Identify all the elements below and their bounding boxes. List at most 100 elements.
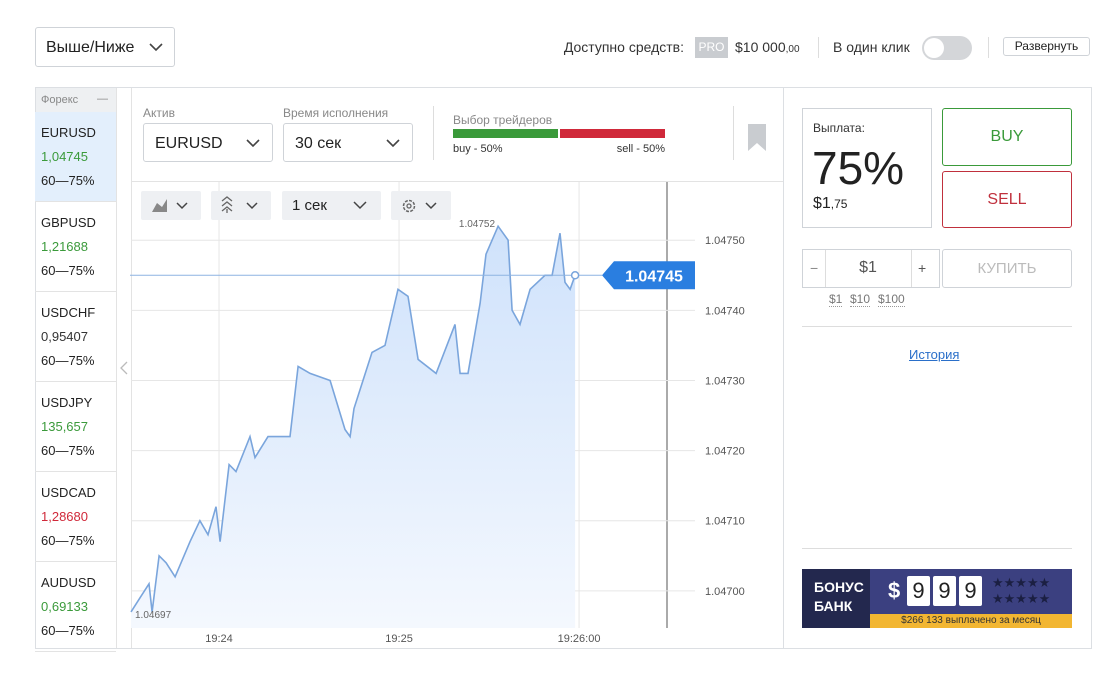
current-point	[570, 271, 580, 280]
asset-label: Актив	[143, 106, 175, 120]
buy-share-bar	[453, 129, 558, 138]
chevron	[386, 139, 400, 148]
divider	[911, 250, 912, 287]
asset-payout: 60—75%	[41, 533, 95, 548]
asset-item[interactable]: USDCHF 0,95407 60—75%	[35, 292, 116, 382]
asset-symbol: USDCAD	[41, 485, 96, 500]
banner-line2: БАНК	[814, 598, 853, 614]
chevron	[149, 43, 163, 52]
indicators-button[interactable]	[211, 191, 271, 220]
buy-button[interactable]: BUY	[942, 108, 1072, 166]
asset-symbol: USDJPY	[41, 395, 93, 410]
y-tick-label: 1.04730	[705, 375, 745, 387]
asset-price: 1,04745	[41, 149, 88, 164]
sell-button[interactable]: SELL	[942, 171, 1072, 228]
current-price-badge	[602, 261, 695, 290]
amount-input[interactable]: − $1 +	[802, 249, 940, 288]
y-tick-label: 1.04710	[705, 516, 745, 528]
asset-symbol: GBPUSD	[41, 215, 96, 230]
chevron	[353, 201, 367, 210]
asset-price: 1,28680	[41, 509, 88, 524]
x-tick-label: 19:24	[205, 633, 233, 645]
divider	[818, 37, 819, 58]
quick-amount[interactable]: $100	[878, 292, 905, 307]
icon	[152, 199, 188, 212]
banner-line1: БОНУС	[814, 579, 864, 595]
icon	[221, 196, 258, 213]
y-tick-label: 1.04700	[705, 586, 745, 598]
sidebar-header	[36, 88, 116, 112]
asset-item[interactable]: USDCAD 1,28680 60—75%	[35, 472, 116, 562]
asset-item[interactable]: USDJPY 135,657 60—75%	[35, 382, 116, 472]
chart-type-button[interactable]	[141, 191, 201, 220]
divider	[802, 326, 1072, 327]
divider	[825, 250, 826, 287]
banner-stars: ★★★★★★★★★★	[992, 576, 1050, 606]
traders-label: Выбор трейдеров	[453, 113, 553, 127]
asset-price: 1,21688	[41, 239, 88, 254]
banner-digit: 9	[959, 576, 982, 606]
profit: $1,75	[813, 195, 847, 213]
banner-digit: 9	[933, 576, 956, 606]
y-tick-label: 1.04740	[705, 305, 745, 317]
history-link[interactable]: История	[909, 347, 960, 362]
interval-value: 1 сек	[292, 197, 327, 214]
payout-value: 75%	[812, 142, 905, 194]
banner-caption: $266 133 выплачено за месяц	[870, 614, 1072, 628]
asset-symbol: USDCHF	[41, 305, 96, 320]
bookmark-icon[interactable]	[748, 124, 766, 151]
divider	[988, 37, 989, 58]
asset-item[interactable]: AUDUSD 0,69133 60—75%	[35, 562, 116, 652]
y-tick-label: 1.04750	[705, 235, 745, 247]
sell-share: sell - 50%	[616, 143, 665, 155]
buy-share: buy - 50%	[453, 143, 503, 155]
asset-payout: 60—75%	[41, 353, 95, 368]
asset-symbol: AUDUSD	[41, 575, 96, 590]
payout-box: Выплата: 75% $1,75	[802, 108, 932, 228]
asset-select[interactable]: EURUSD	[143, 123, 273, 162]
time-select[interactable]: 30 сек	[283, 123, 413, 162]
interval-button[interactable]: 1 сек	[282, 191, 381, 220]
asset-item[interactable]: GBPUSD 1,21688 60—75%	[35, 202, 116, 292]
time-value: 30 сек	[295, 135, 342, 152]
min-label: 1.04697	[135, 610, 172, 621]
svg-text:★★★★★: ★★★★★	[992, 591, 1050, 606]
asset-payout: 60—75%	[41, 623, 95, 638]
asset-price: 0,69133	[41, 599, 88, 614]
icon	[402, 199, 437, 213]
price-line	[130, 224, 576, 613]
asset-payout: 60—75%	[41, 443, 95, 458]
asset-value: EURUSD	[155, 135, 223, 152]
collapse-arrow	[120, 361, 128, 375]
divider	[433, 106, 434, 160]
frame	[35, 87, 1092, 649]
sell-share-bar	[560, 129, 665, 138]
banner-left	[802, 569, 870, 628]
asset-item[interactable]: EURUSD 1,04745 60—75%	[35, 112, 116, 202]
sidebar-collapse[interactable]: —	[97, 93, 108, 105]
asset-price: 135,657	[41, 419, 88, 434]
funds-cents: ,00	[785, 44, 800, 55]
y-tick-label: 1.04720	[705, 446, 745, 458]
quick-amount[interactable]: $1	[829, 292, 843, 307]
sidebar-title: Форекс	[41, 94, 79, 106]
one-click-toggle[interactable]	[922, 36, 972, 60]
pro-badge: PRO	[695, 37, 728, 58]
asset-symbol: EURUSD	[41, 125, 96, 140]
x-tick-label: 19:26:00	[558, 633, 601, 645]
purchase-button[interactable]: КУПИТЬ	[942, 249, 1072, 288]
quick-amount[interactable]: $10	[850, 292, 871, 307]
traders-bar	[453, 129, 665, 138]
toggle-knob	[924, 38, 944, 58]
sidebar-toggle-column[interactable]	[116, 88, 132, 648]
mode-text: Выше/Ниже	[46, 39, 135, 56]
expand-button[interactable]: Развернуть	[1003, 37, 1090, 56]
price-chart: 1.04700 1.04710 1.04720 1.04730 1.04740 1.047…	[130, 182, 745, 645]
mode-select[interactable]: Выше/Ниже	[35, 27, 175, 67]
divider	[131, 181, 783, 182]
plus-button[interactable]: +	[918, 260, 927, 276]
minus-button[interactable]: −	[810, 260, 819, 276]
settings-button[interactable]	[391, 191, 451, 220]
divider	[802, 548, 1072, 549]
